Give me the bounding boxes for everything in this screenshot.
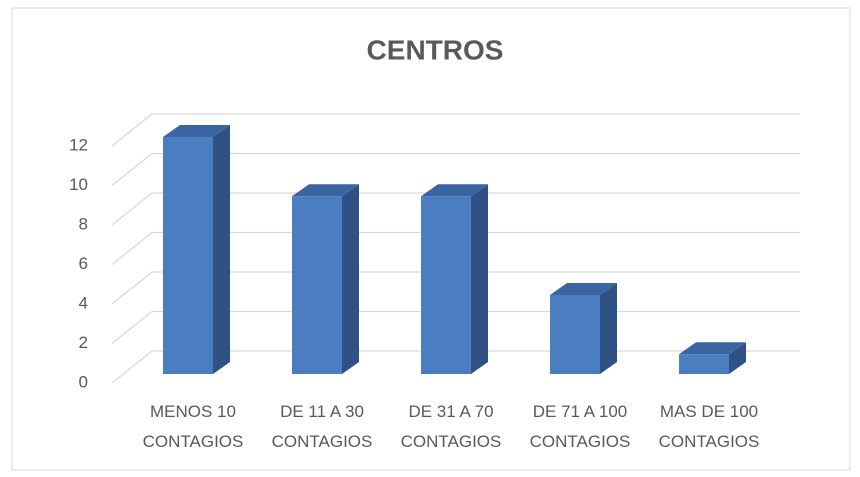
x-tick-label-line: MENOS 10 bbox=[150, 402, 236, 421]
bar bbox=[679, 342, 746, 374]
x-tick-label: MENOS 10 CONTAGIOS bbox=[143, 402, 244, 451]
grid-line bbox=[111, 113, 800, 147]
bar-top bbox=[679, 342, 746, 355]
y-tick-label: 2 bbox=[79, 333, 88, 352]
x-tick-label-line: CONTAGIOS bbox=[143, 432, 244, 451]
bar-side bbox=[342, 184, 359, 374]
grid-line bbox=[111, 152, 800, 187]
bar-side bbox=[729, 342, 746, 374]
y-tick-label: 0 bbox=[79, 372, 88, 391]
bar-top bbox=[163, 125, 230, 137]
bar-front bbox=[550, 295, 600, 374]
x-tick-label: DE 31 A 70 CONTAGIOS bbox=[401, 402, 502, 451]
bar-side bbox=[213, 125, 230, 374]
grid-line bbox=[111, 271, 800, 305]
x-tick-label-line: CONTAGIOS bbox=[272, 432, 373, 451]
bar-front bbox=[163, 137, 213, 374]
x-tick-label: MAS DE 100 CONTAGIOS bbox=[659, 402, 760, 451]
grid-line bbox=[111, 192, 800, 226]
x-tick-label-line: MAS DE 100 bbox=[660, 402, 758, 421]
bar bbox=[163, 125, 230, 374]
grid-line bbox=[111, 231, 800, 266]
chart-title: CENTROS bbox=[367, 34, 504, 65]
bar bbox=[421, 184, 488, 374]
bar-front bbox=[421, 196, 471, 374]
x-tick-label: DE 11 A 30 CONTAGIOS bbox=[272, 402, 373, 451]
bar-top bbox=[292, 184, 359, 197]
x-tick-label-line: DE 31 A 70 bbox=[408, 402, 493, 421]
bar-top bbox=[421, 184, 488, 197]
y-tick-label: 8 bbox=[79, 214, 88, 233]
y-tick-label: 10 bbox=[69, 175, 88, 194]
bar-front bbox=[679, 354, 729, 374]
x-tick-label-line: DE 11 A 30 bbox=[280, 402, 364, 421]
bar-front bbox=[292, 196, 342, 374]
bar bbox=[550, 283, 617, 374]
y-tick-label: 4 bbox=[79, 293, 88, 312]
bar-side bbox=[471, 184, 488, 374]
bar bbox=[292, 184, 359, 374]
x-tick-label: DE 71 A 100 CONTAGIOS bbox=[530, 402, 631, 451]
bar-top bbox=[550, 283, 617, 295]
y-tick-label: 6 bbox=[79, 254, 88, 273]
x-tick-label-line: CONTAGIOS bbox=[401, 432, 502, 451]
x-tick-label-line: DE 71 A 100 bbox=[533, 402, 628, 421]
y-tick-label: 12 bbox=[69, 135, 88, 154]
bar-side bbox=[600, 283, 617, 374]
x-tick-label-line: CONTAGIOS bbox=[659, 432, 760, 451]
x-tick-label-line: CONTAGIOS bbox=[530, 432, 631, 451]
